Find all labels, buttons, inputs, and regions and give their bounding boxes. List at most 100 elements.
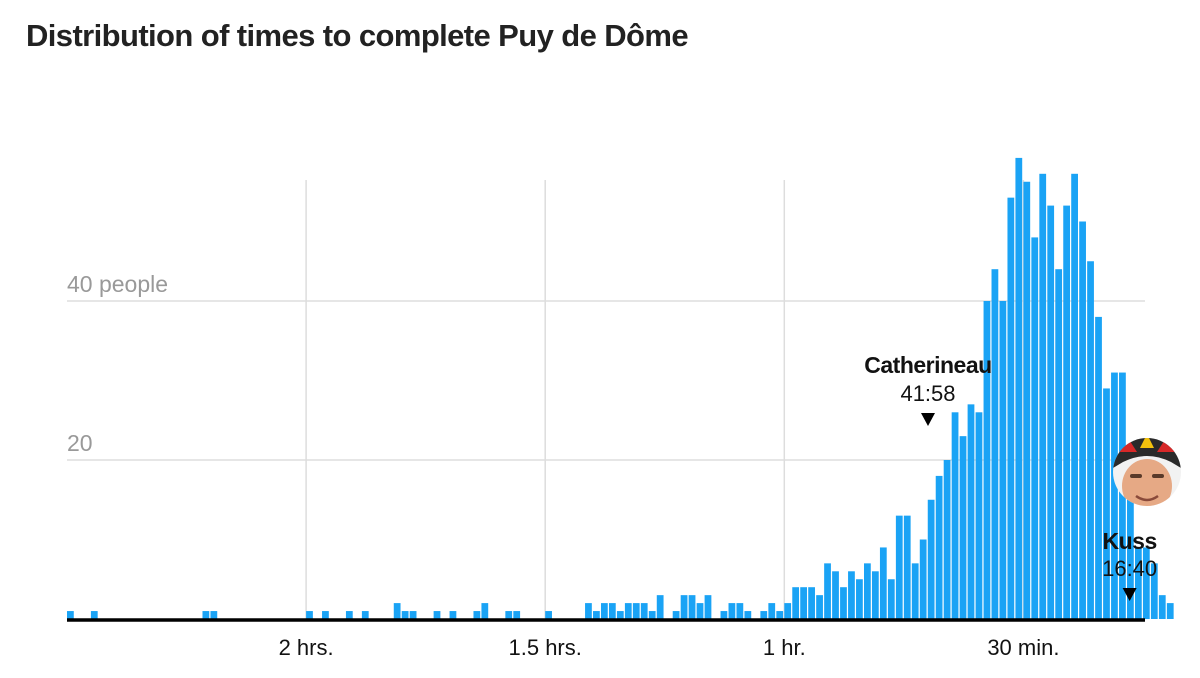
annotation-marker bbox=[920, 413, 935, 426]
histogram-bar bbox=[656, 595, 664, 619]
histogram-bar bbox=[648, 611, 656, 619]
histogram-bar bbox=[816, 595, 823, 619]
histogram-bar bbox=[1158, 595, 1166, 619]
histogram-bar bbox=[919, 539, 927, 619]
histogram-bar bbox=[840, 587, 847, 619]
histogram-bar bbox=[887, 579, 895, 619]
histogram-bar bbox=[449, 611, 457, 619]
histogram-bar bbox=[401, 611, 409, 619]
gridlines bbox=[67, 180, 1145, 619]
histogram-bar bbox=[975, 412, 983, 619]
histogram-bar bbox=[999, 301, 1007, 619]
histogram-bar bbox=[393, 603, 401, 619]
histogram-bar bbox=[1039, 173, 1047, 620]
y-tick-label: 40 people bbox=[67, 271, 168, 297]
histogram-bar bbox=[481, 603, 489, 619]
histogram-bar bbox=[1127, 467, 1134, 619]
annotation-kuss: Kuss 16:40 bbox=[1102, 528, 1157, 601]
histogram-bar bbox=[1166, 603, 1174, 619]
histogram-bar bbox=[943, 460, 951, 619]
histogram-bar bbox=[1015, 157, 1023, 619]
histogram-bar bbox=[792, 587, 800, 619]
x-axis-labels: 2 hrs. 1.5 hrs. 1 hr. 30 min. bbox=[279, 635, 1060, 660]
histogram-bar bbox=[951, 412, 959, 619]
histogram-bar bbox=[736, 603, 744, 619]
histogram-bar bbox=[784, 603, 792, 619]
histogram-bar bbox=[1095, 316, 1102, 619]
histogram-bar bbox=[585, 603, 592, 619]
histogram-bar bbox=[433, 611, 441, 619]
histogram-bar bbox=[760, 611, 768, 619]
histogram-bar bbox=[991, 269, 999, 619]
histogram-bar bbox=[1142, 547, 1150, 619]
histogram-bar bbox=[90, 611, 98, 619]
histogram-bar bbox=[927, 499, 935, 619]
x-tick-label: 2 hrs. bbox=[279, 635, 334, 660]
histogram-bar bbox=[1055, 269, 1063, 619]
histogram-bar bbox=[967, 404, 975, 619]
histogram-bar bbox=[210, 611, 218, 619]
histogram-bar bbox=[903, 515, 911, 619]
histogram-bar bbox=[1134, 547, 1142, 619]
histogram-bar bbox=[704, 595, 712, 619]
kuss-photo bbox=[1113, 438, 1181, 506]
histogram-bar bbox=[744, 611, 752, 619]
histogram-bar bbox=[640, 603, 648, 619]
histogram-bar bbox=[1063, 205, 1071, 619]
histogram-bar bbox=[624, 603, 632, 619]
histogram-bar bbox=[808, 587, 815, 619]
histogram-bar bbox=[608, 603, 616, 619]
histogram-bar bbox=[720, 611, 728, 619]
histogram-bar bbox=[935, 475, 943, 619]
annotation-catherineau: Catherineau 41:58 bbox=[864, 352, 992, 426]
x-tick-label: 30 min. bbox=[987, 635, 1059, 660]
histogram-bar bbox=[1111, 372, 1118, 619]
histogram-bar bbox=[600, 603, 608, 619]
histogram-bar bbox=[1079, 221, 1086, 619]
histogram-bar bbox=[911, 563, 919, 619]
histogram-bar bbox=[871, 571, 879, 619]
histogram-bar bbox=[67, 611, 74, 619]
histogram-bar bbox=[983, 301, 991, 619]
histogram-bar bbox=[672, 611, 680, 619]
histogram-bar bbox=[593, 611, 600, 619]
histogram-bar bbox=[879, 547, 887, 619]
histogram-bar bbox=[505, 611, 513, 619]
histogram-bar bbox=[345, 611, 353, 619]
histogram-bar bbox=[688, 595, 696, 619]
histogram-bar bbox=[322, 611, 329, 619]
histogram-bar bbox=[680, 595, 688, 619]
histogram-bar bbox=[1007, 197, 1015, 619]
histogram-bar bbox=[768, 603, 776, 619]
histogram-bar bbox=[202, 611, 210, 619]
histogram-bar bbox=[728, 603, 736, 619]
y-tick-label: 20 bbox=[67, 430, 93, 456]
y-axis-labels: 40 people 20 bbox=[67, 271, 168, 456]
annotation-name: Kuss bbox=[1103, 528, 1157, 554]
x-tick-label: 1 hr. bbox=[763, 635, 806, 660]
histogram-bar bbox=[800, 587, 808, 619]
bars bbox=[67, 157, 1174, 620]
histogram-bar bbox=[1150, 563, 1158, 619]
histogram-bar bbox=[1031, 237, 1039, 619]
annotation-name: Catherineau bbox=[864, 352, 991, 378]
histogram-bar bbox=[832, 571, 839, 619]
histogram-bar bbox=[1071, 173, 1078, 620]
histogram-bar bbox=[1087, 261, 1094, 619]
chart-title: Distribution of times to complete Puy de… bbox=[26, 18, 689, 53]
histogram-bar bbox=[1047, 205, 1055, 619]
x-tick-label: 1.5 hrs. bbox=[509, 635, 582, 660]
histogram-bar bbox=[545, 611, 552, 619]
histogram-bar bbox=[864, 563, 871, 619]
annotation-time: 41:58 bbox=[900, 381, 955, 406]
histogram-bar bbox=[409, 611, 417, 619]
histogram-bar bbox=[616, 611, 624, 619]
histogram-bar bbox=[1023, 181, 1031, 619]
histogram-bar bbox=[895, 515, 903, 619]
histogram-bar bbox=[306, 611, 313, 619]
histogram-bar bbox=[361, 611, 369, 619]
histogram-bar bbox=[824, 563, 831, 619]
histogram-bar bbox=[1119, 372, 1126, 619]
histogram-bar bbox=[1103, 388, 1110, 619]
